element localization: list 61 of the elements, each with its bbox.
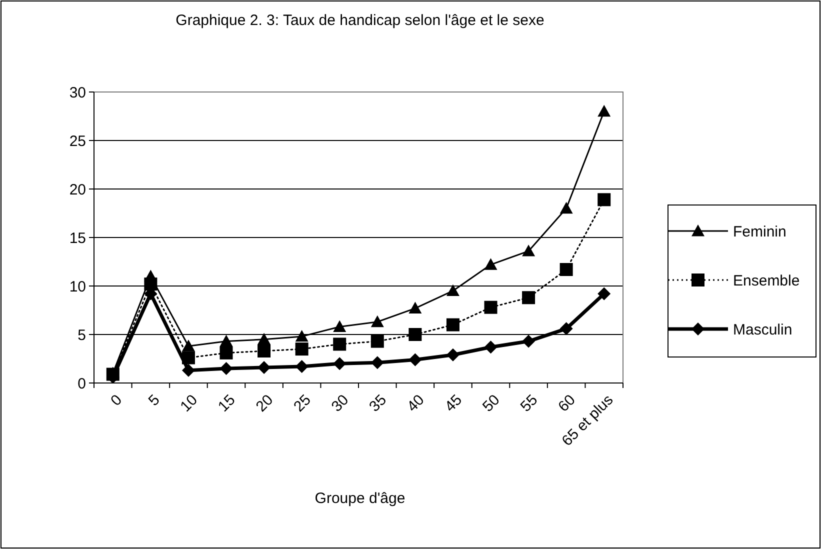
x-axis-title: Groupe d'âge — [314, 490, 406, 507]
point — [408, 353, 422, 366]
point — [446, 348, 460, 362]
point — [408, 302, 422, 314]
legend-label: Masculin — [733, 321, 792, 338]
y-tick-label: 0 — [78, 375, 86, 392]
y-tick-label: 5 — [78, 326, 86, 344]
y-tick-label: 20 — [69, 181, 86, 198]
point — [295, 342, 308, 356]
y-tick-label: 25 — [69, 132, 86, 150]
x-tick-label: 60 — [555, 392, 579, 416]
y-tick-label: 10 — [69, 278, 86, 296]
point — [484, 340, 498, 354]
point — [258, 344, 271, 358]
legend-label: Feminin — [733, 223, 786, 240]
point — [522, 244, 536, 256]
x-tick-label: 40 — [404, 392, 428, 416]
point — [295, 330, 308, 342]
point — [522, 291, 536, 304]
x-tick-label: 15 — [214, 392, 239, 416]
point — [484, 258, 498, 270]
point — [220, 334, 233, 346]
x-tick-label: 25 — [290, 392, 314, 416]
point — [333, 357, 346, 370]
legend-label: Ensemble — [733, 272, 800, 290]
point — [182, 364, 195, 377]
x-tick-label: 5 — [145, 392, 164, 410]
point — [220, 362, 233, 375]
point — [258, 332, 271, 345]
chart-title: Graphique 2. 3: Taux de handicap selon l'âge et le sexe — [176, 12, 544, 29]
x-tick-label: 55 — [517, 392, 542, 416]
y-tick-label: 30 — [69, 84, 86, 102]
point — [522, 334, 536, 348]
point — [370, 356, 384, 370]
point — [370, 334, 384, 348]
point — [370, 315, 384, 328]
point — [598, 193, 611, 206]
point — [258, 360, 271, 374]
point — [144, 278, 158, 291]
point — [560, 202, 573, 214]
x-tick-label: 35 — [366, 392, 390, 416]
point — [560, 322, 573, 336]
point — [182, 340, 195, 352]
point — [295, 360, 308, 374]
x-tick-label: 30 — [328, 392, 352, 416]
point — [598, 287, 611, 300]
x-tick-label: 10 — [177, 392, 202, 416]
point — [408, 328, 422, 341]
point — [220, 346, 233, 360]
x-tick-label: 20 — [252, 392, 277, 416]
point — [446, 284, 460, 296]
point — [598, 104, 611, 117]
point — [560, 263, 573, 276]
x-tick-label: 0 — [108, 392, 126, 410]
point — [333, 320, 346, 332]
y-tick-label: 15 — [69, 230, 86, 247]
point — [484, 300, 498, 314]
x-tick-label: 45 — [442, 392, 466, 416]
x-tick-label: 50 — [479, 392, 504, 416]
point — [446, 318, 460, 332]
point — [333, 338, 346, 351]
